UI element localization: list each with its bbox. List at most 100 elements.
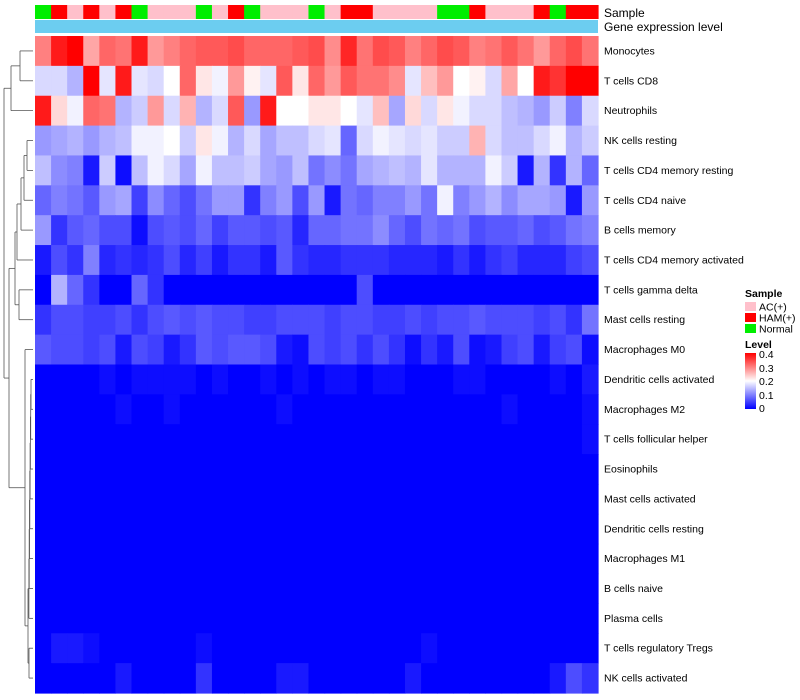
heatmap-cell <box>421 603 438 634</box>
heatmap-cell <box>565 513 583 545</box>
heatmap-cell <box>485 95 503 127</box>
sample-annotation-cell <box>67 5 84 19</box>
heatmap-cell <box>517 424 535 455</box>
heatmap-cell <box>356 633 374 664</box>
heatmap-cell <box>260 274 277 306</box>
heatmap-cell <box>260 483 277 515</box>
heatmap-cell <box>115 185 133 216</box>
heatmap-cell <box>549 394 567 425</box>
heatmap-cell <box>99 454 117 485</box>
heatmap-cell <box>340 215 358 246</box>
heatmap-cell <box>99 215 117 246</box>
heatmap-cell <box>292 36 310 67</box>
heatmap-cell <box>404 603 422 634</box>
heatmap-cell <box>179 125 197 157</box>
heatmap-cell <box>244 215 261 246</box>
heatmap-cell <box>163 274 181 306</box>
heatmap-cell <box>324 125 342 157</box>
heatmap-cell <box>404 334 422 366</box>
heatmap-cell <box>437 364 454 395</box>
heatmap-cell <box>211 454 229 485</box>
sample-annotation-cell <box>276 5 293 19</box>
heatmap-cell <box>179 364 197 395</box>
heatmap-cell <box>276 603 293 634</box>
heatmap-cell <box>99 95 117 127</box>
heatmap-cell <box>565 394 583 425</box>
heatmap-cell <box>179 95 197 127</box>
heatmap-cell <box>581 304 599 336</box>
heatmap-cell <box>437 95 454 127</box>
heatmap-cell <box>67 155 84 186</box>
heatmap-cell <box>211 185 229 216</box>
heatmap-cell <box>308 424 326 455</box>
heatmap-cell <box>99 603 117 634</box>
heatmap-cell <box>581 483 599 515</box>
heatmap-cell <box>437 185 454 216</box>
gene-expression-annotation-bar <box>35 20 598 33</box>
heatmap-cell <box>276 454 293 485</box>
heatmap-cell <box>469 454 486 485</box>
heatmap-cell <box>260 603 277 634</box>
heatmap-cell <box>421 215 438 246</box>
heatmap-cell <box>501 334 519 366</box>
heatmap-cell <box>67 543 84 575</box>
heatmap-cell <box>501 483 519 515</box>
heatmap-cell <box>404 633 422 664</box>
heatmap-cell <box>485 65 503 97</box>
heatmap-cell <box>549 245 567 276</box>
heatmap-cell <box>388 603 406 634</box>
heatmap-cell <box>260 245 277 276</box>
heatmap-cell <box>517 633 535 664</box>
heatmap-cell <box>179 513 197 545</box>
heatmap-cell <box>147 274 165 306</box>
heatmap-cell <box>67 394 84 425</box>
heatmap-cell <box>244 573 261 605</box>
sample-annotation-cell <box>179 5 197 19</box>
heatmap-cell <box>115 573 133 605</box>
heatmap-cell <box>83 513 100 545</box>
heatmap-cell <box>260 543 277 575</box>
heatmap-cell <box>115 454 133 485</box>
legend-swatch-ham <box>745 313 756 322</box>
heatmap-cell <box>517 245 535 276</box>
heatmap-cell <box>67 274 84 306</box>
heatmap-cell <box>533 364 551 395</box>
heatmap-cell <box>469 304 486 336</box>
heatmap-cell <box>388 215 406 246</box>
sample-annotation-label: Sample <box>604 6 645 20</box>
heatmap-cell <box>549 513 567 545</box>
heatmap-cell <box>211 95 229 127</box>
sample-annotation-cell <box>533 5 551 19</box>
heatmap-cell <box>485 573 503 605</box>
heatmap-cell <box>501 543 519 575</box>
heatmap-cell <box>163 364 181 395</box>
heatmap-cell <box>565 36 583 67</box>
heatmap-cell <box>163 663 181 694</box>
heatmap-cell <box>35 513 52 545</box>
heatmap-cell <box>453 95 470 127</box>
heatmap-cell <box>211 334 229 366</box>
heatmap-cell <box>99 394 117 425</box>
heatmap-cell <box>453 36 470 67</box>
heatmap-cell <box>356 454 374 485</box>
heatmap-cell <box>67 663 84 694</box>
heatmap-cell <box>421 245 438 276</box>
heatmap-cell <box>437 125 454 157</box>
sample-annotation-cell <box>340 5 358 19</box>
heatmap-cell <box>35 424 52 455</box>
heatmap-cell <box>195 394 213 425</box>
heatmap-cell <box>276 125 293 157</box>
heatmap-cell <box>67 573 84 605</box>
heatmap-cell <box>356 543 374 575</box>
heatmap-cell <box>549 155 567 186</box>
heatmap-cell <box>469 65 486 97</box>
heatmap-cell <box>372 125 390 157</box>
heatmap-cell <box>485 483 503 515</box>
heatmap-cell <box>211 633 229 664</box>
heatmap-cell <box>228 394 245 425</box>
sample-annotation-cell <box>115 5 133 19</box>
heatmap-cell <box>549 65 567 97</box>
heatmap-cell <box>356 125 374 157</box>
heatmap-cell <box>228 274 245 306</box>
heatmap-cell <box>533 573 551 605</box>
